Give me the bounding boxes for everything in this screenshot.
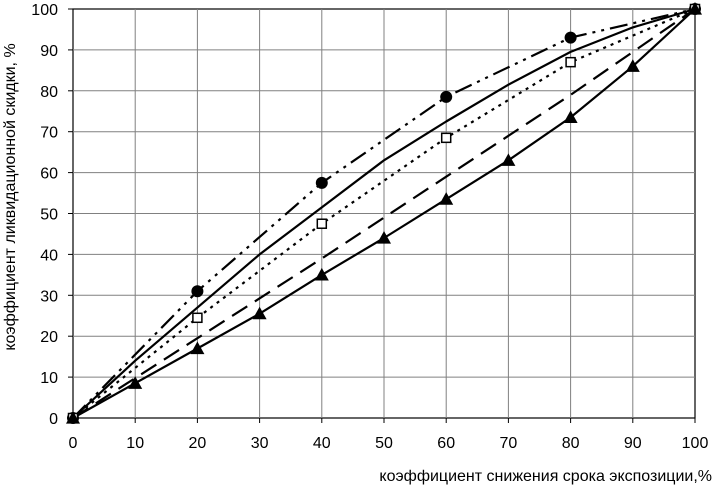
x-tick-label: 100	[682, 435, 709, 452]
series-1-point	[440, 90, 453, 103]
y-tick-label: 10	[40, 370, 58, 387]
series-3-point	[440, 132, 452, 144]
x-tick-label: 60	[437, 435, 455, 452]
series-3-point	[316, 218, 328, 229]
y-tick-label: 30	[40, 288, 58, 305]
y-tick-label: 90	[40, 43, 58, 60]
y-tick-label: 80	[40, 84, 58, 101]
y-tick-label: 100	[31, 2, 58, 19]
x-tick-label: 40	[313, 435, 331, 452]
y-tick-label: 20	[40, 329, 58, 346]
x-tick-label: 90	[624, 435, 642, 452]
marker-layer	[66, 2, 702, 424]
series-1-point	[191, 285, 204, 298]
y-axis-label: коэффициент ликвидационной скидки, %	[2, 43, 19, 350]
series-5-point	[314, 267, 329, 281]
series-1-point	[315, 176, 328, 189]
y-tick-labels: 0 10 20 30 40 50 60 70 80 90 100	[31, 2, 58, 428]
series-5-point	[625, 59, 640, 72]
series-3-point	[565, 56, 576, 68]
series-5-point	[501, 153, 516, 166]
x-tick-label: 20	[189, 435, 207, 452]
series-5-point	[688, 2, 702, 15]
y-tick-label: 50	[40, 207, 58, 224]
x-tick-label: 80	[562, 435, 580, 452]
y-tick-label: 70	[40, 125, 58, 142]
x-axis-label: коэффициент снижения срока экспозиции,%	[379, 468, 712, 485]
y-tick-label: 40	[40, 247, 58, 264]
grid-lines	[68, 8, 696, 423]
x-tick-label: 70	[500, 435, 518, 452]
series-3-point	[192, 312, 203, 324]
x-tick-label: 50	[375, 435, 393, 452]
series-4-line	[72, 8, 696, 419]
series-5-point	[190, 341, 205, 355]
series-5-point	[563, 110, 578, 123]
y-tick-label: 0	[49, 411, 58, 428]
series-5-point	[439, 192, 454, 205]
x-tick-label: 10	[126, 435, 144, 452]
x-tick-label: 0	[69, 435, 78, 452]
series-5-point	[377, 231, 391, 244]
x-tick-labels: 0 10 20 30 40 50 60 70 80 90 100	[69, 435, 709, 452]
series-1-point	[564, 31, 577, 44]
y-tick-label: 60	[40, 166, 58, 183]
x-tick-label: 30	[251, 435, 269, 452]
series-5-point	[252, 306, 267, 320]
series-2-line	[72, 7, 696, 419]
series-5-point	[128, 376, 143, 389]
series-5-point	[66, 411, 80, 424]
